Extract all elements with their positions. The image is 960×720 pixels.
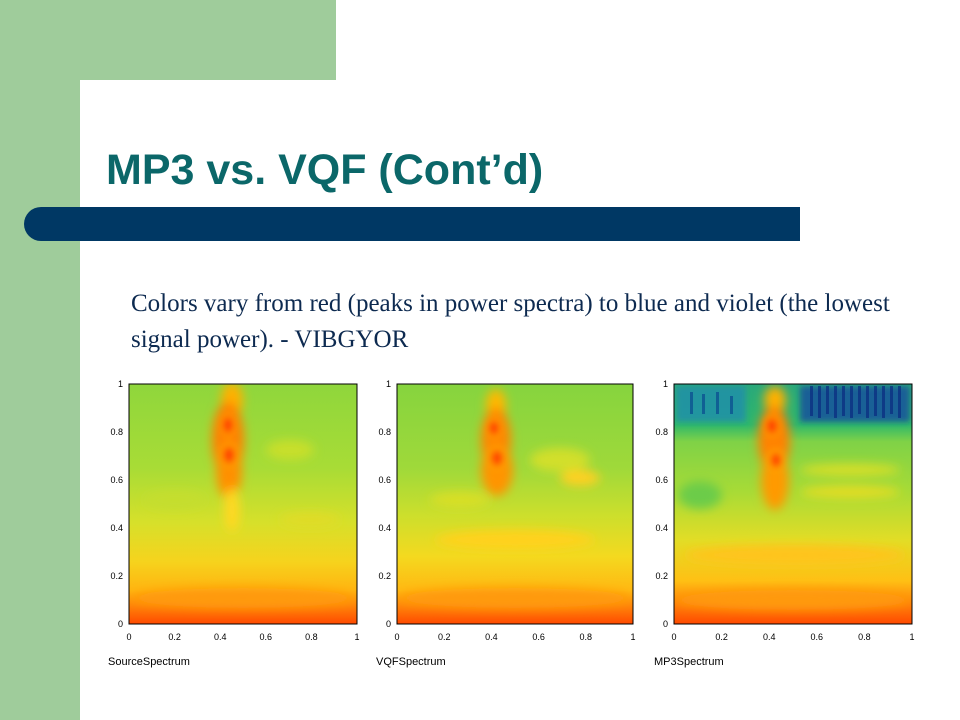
x-tick-label: 0.4 [763,632,776,642]
x-tick-label: 1 [630,632,635,642]
x-tick-label: 0.2 [715,632,728,642]
y-tick-label: 0.6 [655,475,668,485]
x-tick-label: 0.2 [168,632,181,642]
x-tick-label: 0.4 [214,632,227,642]
x-tick-label: 0.8 [305,632,318,642]
slide-body-text: Colors vary from red (peaks in power spe… [131,290,890,353]
x-tick-label: 0.6 [260,632,273,642]
y-tick-label: 1 [386,379,391,389]
x-tick-label: 0.6 [811,632,824,642]
x-tick-label: 0.8 [580,632,593,642]
source-x-ticks: 0 0.2 0.4 0.6 0.8 1 [126,632,359,642]
vqf-y-ticks: 0 0.2 0.4 0.6 0.8 1 [378,379,391,629]
title-underline-bar [24,207,800,241]
y-tick-label: 1 [118,379,123,389]
y-tick-label: 1 [663,379,668,389]
mp3-x-ticks: 0 0.2 0.4 0.6 0.8 1 [671,632,914,642]
y-tick-label: 0.8 [110,427,123,437]
source-y-ticks: 0 0.2 0.4 0.6 0.8 1 [110,379,123,629]
y-tick-label: 0.8 [655,427,668,437]
y-tick-label: 0.6 [378,475,391,485]
mp3-spectrum-panel: 0 0.2 0.4 0.6 0.8 1 0 0.2 0.4 0.6 0.8 1 … [654,379,915,668]
y-tick-label: 0.2 [110,571,123,581]
y-tick-label: 0.2 [378,571,391,581]
vqf-spectrum-title: VQFSpectrum [376,656,446,668]
y-tick-label: 0.4 [655,523,668,533]
y-tick-label: 0.6 [110,475,123,485]
y-tick-label: 0.8 [378,427,391,437]
y-tick-label: 0.4 [110,523,123,533]
y-tick-label: 0 [663,619,668,629]
source-spectrum-heatmap [129,384,357,624]
x-tick-label: 0 [671,632,676,642]
x-tick-label: 0.8 [858,632,871,642]
y-tick-label: 0.2 [655,571,668,581]
x-tick-label: 0.6 [532,632,545,642]
y-tick-label: 0 [118,619,123,629]
vqf-x-ticks: 0 0.2 0.4 0.6 0.8 1 [394,632,635,642]
slide-title: MP3 vs. VQF (Cont’d) [106,146,544,194]
x-tick-label: 0 [394,632,399,642]
source-spectrum-title: SourceSpectrum [108,656,190,668]
y-tick-label: 0 [386,619,391,629]
x-tick-label: 1 [909,632,914,642]
mp3-spectrum-heatmap [674,384,912,624]
vqf-spectrum-panel: 0 0.2 0.4 0.6 0.8 1 0 0.2 0.4 0.6 0.8 1 … [376,379,636,668]
mp3-y-ticks: 0 0.2 0.4 0.6 0.8 1 [655,379,668,629]
y-tick-label: 0.4 [378,523,391,533]
x-tick-label: 0.2 [438,632,451,642]
vqf-spectrum-heatmap [397,384,633,624]
x-tick-label: 1 [354,632,359,642]
source-spectrum-panel: 0 0.2 0.4 0.6 0.8 1 0 0.2 0.4 0.6 0.8 1 … [108,379,360,668]
top-decoration [80,0,336,80]
mp3-high-frequency-stripes [690,386,901,418]
mp3-spectrum-title: MP3Spectrum [654,656,724,668]
x-tick-label: 0 [126,632,131,642]
x-tick-label: 0.4 [485,632,498,642]
sidebar-decoration [0,0,80,720]
